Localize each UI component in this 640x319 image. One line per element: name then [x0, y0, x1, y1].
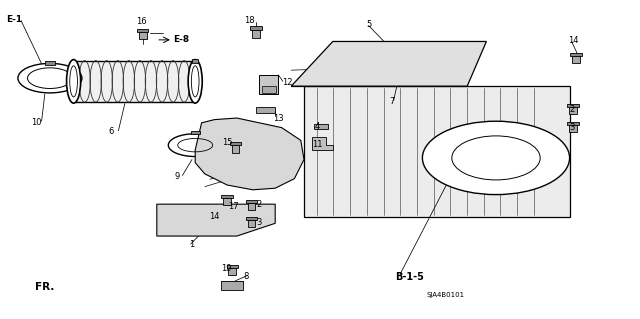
Bar — [256, 107, 275, 113]
Bar — [572, 56, 580, 63]
Polygon shape — [304, 86, 570, 217]
Ellipse shape — [18, 63, 82, 93]
Text: 19: 19 — [221, 264, 231, 273]
Ellipse shape — [188, 60, 202, 103]
Bar — [232, 145, 239, 153]
Text: SJA4B0101: SJA4B0101 — [426, 292, 465, 298]
Bar — [567, 104, 579, 107]
Text: 15: 15 — [222, 138, 232, 147]
Bar — [192, 59, 198, 63]
Bar — [221, 281, 243, 290]
Text: 18: 18 — [244, 16, 255, 25]
Polygon shape — [74, 61, 195, 102]
Bar — [250, 26, 262, 30]
Bar — [248, 220, 255, 227]
Bar — [230, 142, 241, 145]
Polygon shape — [291, 41, 486, 86]
Text: 6: 6 — [109, 127, 114, 136]
Ellipse shape — [67, 60, 81, 103]
Bar — [221, 195, 233, 198]
Text: 12: 12 — [282, 78, 292, 87]
Polygon shape — [195, 118, 304, 190]
Text: 17: 17 — [228, 202, 239, 211]
Bar — [246, 217, 257, 220]
Bar — [227, 265, 238, 268]
Text: 11: 11 — [312, 140, 322, 149]
Text: 14: 14 — [568, 36, 579, 45]
Text: 8: 8 — [243, 272, 248, 281]
Text: 14: 14 — [209, 212, 220, 221]
Text: B-1-5: B-1-5 — [395, 272, 424, 282]
Text: E-1: E-1 — [6, 15, 22, 24]
Text: E-8: E-8 — [173, 35, 189, 44]
Bar — [570, 53, 582, 56]
Text: 4: 4 — [315, 122, 320, 131]
Text: 2: 2 — [570, 105, 575, 114]
Bar — [252, 30, 260, 38]
Text: 1: 1 — [189, 241, 194, 249]
Bar — [139, 32, 147, 39]
Text: 9: 9 — [174, 172, 179, 181]
Bar — [262, 86, 276, 93]
Text: 16: 16 — [136, 17, 147, 26]
Bar — [569, 107, 577, 114]
Bar — [248, 203, 255, 210]
Bar — [137, 29, 148, 32]
Text: 3: 3 — [570, 123, 575, 132]
Text: 5: 5 — [366, 20, 371, 29]
Bar — [567, 122, 579, 125]
Text: 2: 2 — [256, 200, 261, 209]
Text: 13: 13 — [273, 114, 284, 122]
Ellipse shape — [168, 134, 222, 157]
Bar — [259, 75, 278, 94]
Polygon shape — [157, 204, 275, 236]
Bar — [314, 124, 328, 129]
Text: FR.: FR. — [35, 282, 54, 292]
Bar — [246, 200, 257, 203]
Text: 7: 7 — [389, 97, 394, 106]
Text: 10: 10 — [31, 118, 41, 127]
Bar — [223, 198, 231, 205]
Bar — [569, 125, 577, 132]
Polygon shape — [312, 137, 333, 150]
Bar — [45, 61, 55, 64]
Circle shape — [422, 121, 570, 195]
Text: 3: 3 — [256, 218, 261, 227]
Bar — [228, 268, 236, 275]
Bar — [191, 131, 200, 134]
